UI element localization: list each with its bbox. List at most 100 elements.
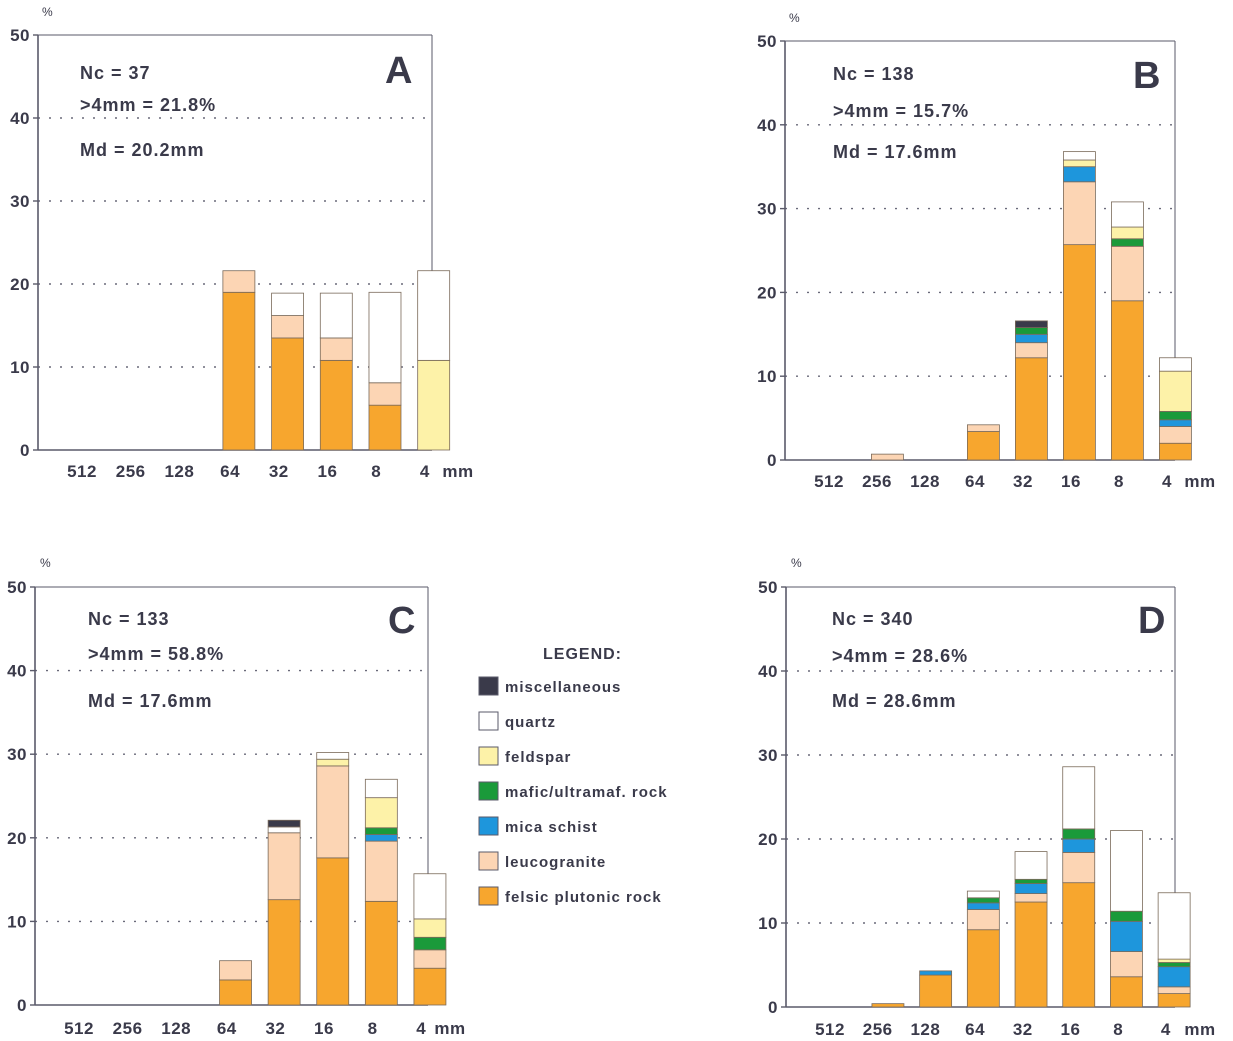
bar-segment-mica (1157, 966, 1191, 988)
bar-segment-leucogranite (267, 832, 301, 901)
x-tick-label: 64 (217, 1019, 237, 1038)
bar-segment-leucogranite (1062, 852, 1096, 884)
y-axis-unit-label: % (789, 11, 800, 25)
y-tick-label: 10 (758, 914, 778, 933)
x-tick-label: 512 (814, 472, 844, 491)
bar-segment-mafic (1014, 878, 1048, 884)
chart-panel-a: 0 10 20 30 40 50% 512 256 128 64 32 16 8 4 mm Nc = 37 >4… (10, 5, 473, 481)
bar-segment-leucogranite (1111, 245, 1144, 302)
y-tick-label: 30 (758, 746, 778, 765)
y-tick-label: 0 (767, 451, 777, 470)
bar-segment-leucogranite (1159, 426, 1192, 444)
x-tick-label: 8 (1114, 472, 1124, 491)
x-tick-label: 4 (416, 1019, 426, 1038)
x-tick-label: 4 (1162, 472, 1172, 491)
bar-segment-mica (1159, 419, 1192, 427)
bar-segment-felsic (222, 291, 256, 451)
bar-segment-mica (919, 970, 953, 976)
chart-panel-c: 0 10 20 30 40 50% 512 256 128 64 32 16 8 4 mm Nc = 133 >… (7, 556, 465, 1038)
bar-segment-leucogranite (1110, 951, 1143, 978)
bar-segment-mafic (1015, 327, 1048, 335)
bar-segment-felsic (1062, 882, 1096, 1008)
x-axis-unit-label: mm (442, 462, 473, 481)
x-tick-label: 4 (1161, 1020, 1171, 1039)
y-tick-label: 50 (10, 26, 30, 45)
bar-segment-feldspar (1063, 159, 1096, 168)
y-tick-label: 20 (10, 275, 30, 294)
x-tick-label: 16 (318, 462, 338, 481)
bar-segment-leucogranite (967, 424, 1000, 432)
bar-segment-mica (1015, 333, 1048, 344)
bar-segment-felsic (368, 404, 402, 451)
legend-swatch-miscellaneous (478, 676, 499, 696)
bar-segment-miscellaneous (1015, 320, 1048, 328)
x-axis-unit-label: mm (434, 1019, 465, 1038)
bar-segment-quartz (364, 778, 398, 799)
bar-segment-leucogranite (1063, 181, 1096, 246)
panel-letter: C (388, 600, 415, 642)
legend: LEGEND: miscellaneous quartz feldspar mafic/… (478, 646, 667, 906)
y-tick-label: 30 (757, 200, 777, 219)
chart-panel-d: 0 10 20 30 40 50% 512 256 128 64 32 16 8 4 mm Nc = 340 >… (758, 556, 1215, 1039)
bar-segment-leucogranite (316, 765, 350, 859)
x-tick-label: 16 (314, 1019, 334, 1038)
bar-segment-leucogranite (1014, 893, 1048, 903)
bar-segment-felsic (219, 979, 252, 1006)
x-tick-label: 8 (368, 1019, 378, 1038)
x-tick-label: 128 (910, 472, 940, 491)
bar-segment-mafic (1157, 962, 1191, 968)
bar-segment-leucogranite (368, 382, 402, 406)
bar-segment-mafic (1110, 910, 1143, 922)
bar-segment-quartz (1157, 892, 1191, 960)
x-tick-label: 64 (220, 462, 240, 481)
panel-stat-1: >4mm = 58.8% (88, 644, 224, 664)
bar-segment-felsic (1157, 993, 1191, 1008)
bar-segment-feldspar (417, 359, 451, 451)
bar-segment-mica (364, 834, 398, 842)
bar-segment-mafic (413, 936, 447, 951)
bar-segment-felsic (1015, 357, 1048, 461)
bar-segment-leucogranite (413, 949, 447, 969)
panel-letter: B (1133, 55, 1160, 97)
panel-stat-0: Nc = 340 (832, 609, 914, 629)
y-tick-label: 10 (10, 358, 30, 377)
legend-swatch-mica (478, 816, 499, 836)
bar-segment-mafic (966, 897, 1000, 904)
x-tick-label: 16 (1061, 472, 1081, 491)
bar-segment-felsic (871, 1003, 905, 1008)
x-tick-label: 32 (1013, 1020, 1033, 1039)
legend-label-miscellaneous: miscellaneous (505, 679, 621, 696)
panel-stat-1: >4mm = 28.6% (832, 646, 968, 666)
x-axis-unit-label: mm (1184, 1020, 1215, 1039)
bar-segment-mica (1063, 166, 1096, 183)
legend-label-quartz: quartz (505, 714, 556, 731)
chart-panel-b: 0 10 20 30 40 50% 512 256 128 64 32 16 8 4 mm Nc = 138 >… (757, 11, 1215, 491)
bar-segment-felsic (267, 899, 301, 1006)
legend-title: LEGEND: (543, 646, 622, 663)
bar-segment-mica (1062, 838, 1096, 853)
x-tick-label: 256 (113, 1019, 143, 1038)
y-tick-label: 50 (757, 32, 777, 51)
panel-stat-2: Md = 17.6mm (88, 691, 213, 711)
bar-segment-felsic (919, 974, 953, 1008)
panel-letter: D (1138, 600, 1165, 642)
x-tick-label: 64 (965, 1020, 985, 1039)
y-tick-label: 40 (10, 109, 30, 128)
bar-segment-leucogranite (319, 337, 353, 361)
bar-segment-quartz (1063, 151, 1096, 161)
bar-segment-felsic (364, 900, 398, 1006)
bar-segment-leucogranite (1157, 986, 1191, 994)
bar-segment-feldspar (316, 758, 350, 767)
legend-swatch-leucogranite (478, 851, 499, 871)
bar-segment-quartz (1062, 766, 1096, 830)
y-tick-label: 20 (758, 830, 778, 849)
x-tick-label: 128 (161, 1019, 191, 1038)
panel-stat-2: Md = 28.6mm (832, 691, 957, 711)
x-tick-label: 4 (420, 462, 430, 481)
bar-segment-felsic (966, 929, 1000, 1008)
panel-stat-0: Nc = 133 (88, 609, 170, 629)
x-axis-unit-label: mm (1184, 472, 1215, 491)
bar-segment-quartz (319, 292, 353, 339)
bar-segment-leucogranite (1015, 342, 1048, 359)
bar-segment-leucogranite (871, 453, 904, 461)
